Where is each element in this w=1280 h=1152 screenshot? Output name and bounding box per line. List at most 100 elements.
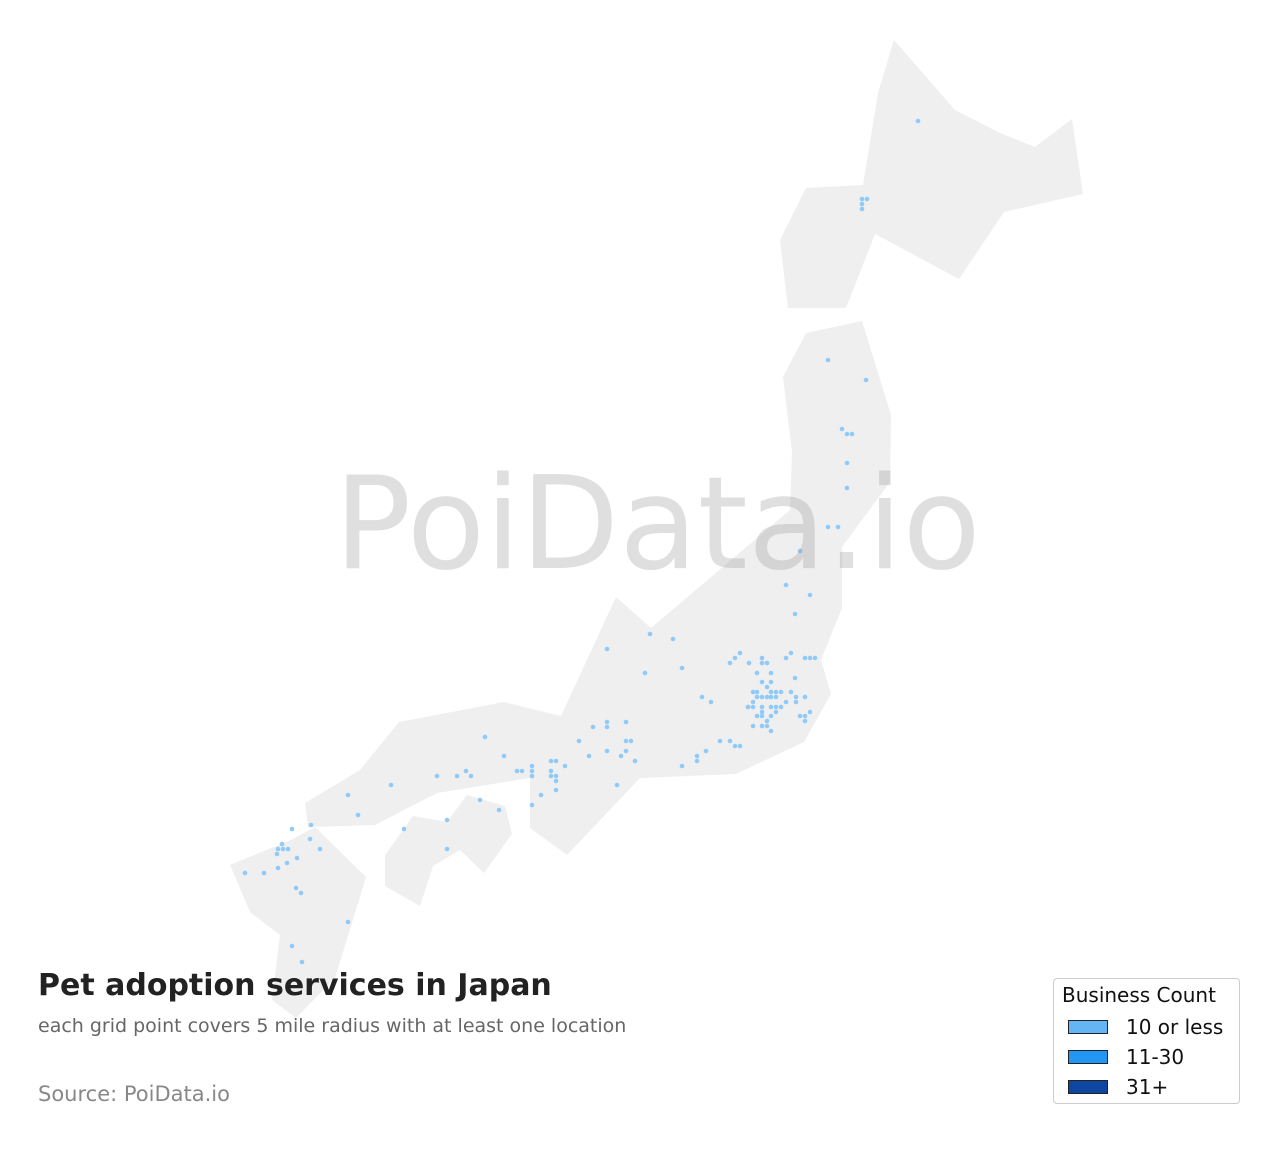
grid-point bbox=[754, 713, 760, 719]
grid-point bbox=[529, 763, 535, 769]
grid-point bbox=[835, 524, 841, 530]
grid-point bbox=[778, 689, 784, 695]
grid-point bbox=[915, 118, 921, 124]
grid-point bbox=[844, 460, 850, 466]
grid-point bbox=[345, 919, 351, 925]
grid-point bbox=[732, 743, 738, 749]
grid-point bbox=[750, 689, 756, 695]
grid-point bbox=[773, 709, 779, 715]
grid-point bbox=[759, 723, 765, 729]
grid-point bbox=[529, 773, 535, 779]
grid-point bbox=[783, 655, 789, 661]
grid-point bbox=[764, 723, 770, 729]
legend-swatch bbox=[1068, 1020, 1108, 1034]
grid-point bbox=[797, 548, 803, 554]
grid-point bbox=[623, 719, 629, 725]
grid-point bbox=[293, 885, 299, 891]
grid-point bbox=[863, 377, 869, 383]
grid-point bbox=[825, 357, 831, 363]
grid-point bbox=[317, 846, 323, 852]
grid-point bbox=[289, 826, 295, 832]
grid-point bbox=[604, 724, 610, 730]
grid-point bbox=[788, 650, 794, 656]
grid-point bbox=[618, 753, 624, 759]
grid-point bbox=[628, 738, 634, 744]
grid-point bbox=[345, 792, 351, 798]
grid-point bbox=[859, 196, 865, 202]
grid-point bbox=[477, 797, 483, 803]
grid-point bbox=[694, 758, 700, 764]
grid-point bbox=[727, 738, 733, 744]
grid-point bbox=[298, 890, 304, 896]
grid-point bbox=[647, 631, 653, 637]
grid-point bbox=[614, 782, 620, 788]
grid-point bbox=[759, 655, 765, 661]
honshu bbox=[305, 321, 891, 855]
grid-point bbox=[261, 870, 267, 876]
grid-point bbox=[285, 846, 291, 852]
grid-point bbox=[463, 768, 469, 774]
grid-point bbox=[553, 787, 559, 793]
grid-point bbox=[732, 655, 738, 661]
grid-point bbox=[623, 738, 629, 744]
grid-point bbox=[764, 694, 770, 700]
grid-point bbox=[773, 689, 779, 695]
legend-title: Business Count bbox=[1062, 983, 1216, 1007]
grid-point bbox=[839, 426, 845, 432]
legend-label: 31+ bbox=[1126, 1075, 1169, 1099]
grid-point bbox=[434, 773, 440, 779]
grid-point bbox=[454, 773, 460, 779]
grid-point bbox=[242, 870, 248, 876]
grid-point bbox=[768, 713, 774, 719]
grid-point bbox=[529, 802, 535, 808]
map-subtitle: each grid point covers 5 mile radius wit… bbox=[38, 1015, 627, 1037]
grid-point bbox=[764, 660, 770, 666]
grid-point bbox=[604, 748, 610, 754]
grid-point bbox=[548, 768, 554, 774]
grid-point bbox=[864, 196, 870, 202]
legend-item: 10 or less bbox=[1068, 1015, 1224, 1039]
grid-point bbox=[793, 694, 799, 700]
grid-point bbox=[754, 670, 760, 676]
source-credit: Source: PoiData.io bbox=[38, 1082, 230, 1106]
grid-point bbox=[759, 713, 765, 719]
grid-point bbox=[807, 592, 813, 598]
grid-point bbox=[274, 851, 280, 857]
grid-point bbox=[548, 773, 554, 779]
grid-point bbox=[792, 675, 798, 681]
grid-point bbox=[745, 704, 751, 710]
grid-point bbox=[679, 665, 685, 671]
grid-point bbox=[444, 817, 450, 823]
grid-point bbox=[750, 699, 756, 705]
grid-point bbox=[768, 704, 774, 710]
map-title: Pet adoption services in Japan bbox=[38, 968, 552, 1003]
grid-point bbox=[284, 860, 290, 866]
grid-point bbox=[501, 753, 507, 759]
grid-point bbox=[308, 822, 314, 828]
grid-point bbox=[694, 753, 700, 759]
grid-point bbox=[604, 719, 610, 725]
grid-point bbox=[642, 670, 648, 676]
legend: Business Count 10 or less 11-30 31+ bbox=[1053, 978, 1240, 1104]
grid-point bbox=[289, 943, 295, 949]
grid-point bbox=[355, 812, 361, 818]
legend-item: 11-30 bbox=[1068, 1045, 1184, 1069]
legend-label: 10 or less bbox=[1126, 1015, 1224, 1039]
grid-point bbox=[590, 724, 596, 730]
grid-point bbox=[750, 704, 756, 710]
grid-point bbox=[444, 846, 450, 852]
grid-point bbox=[859, 206, 865, 212]
grid-point bbox=[768, 689, 774, 695]
grid-point bbox=[802, 718, 808, 724]
grid-point bbox=[849, 431, 855, 437]
grid-point bbox=[307, 836, 313, 842]
grid-point bbox=[759, 704, 765, 710]
grid-point bbox=[299, 959, 305, 965]
grid-point bbox=[737, 650, 743, 656]
grid-point bbox=[807, 709, 813, 715]
grid-point bbox=[825, 524, 831, 530]
grid-point bbox=[468, 773, 474, 779]
grid-point bbox=[802, 713, 808, 719]
grid-point bbox=[717, 738, 723, 744]
grid-point bbox=[279, 841, 285, 847]
